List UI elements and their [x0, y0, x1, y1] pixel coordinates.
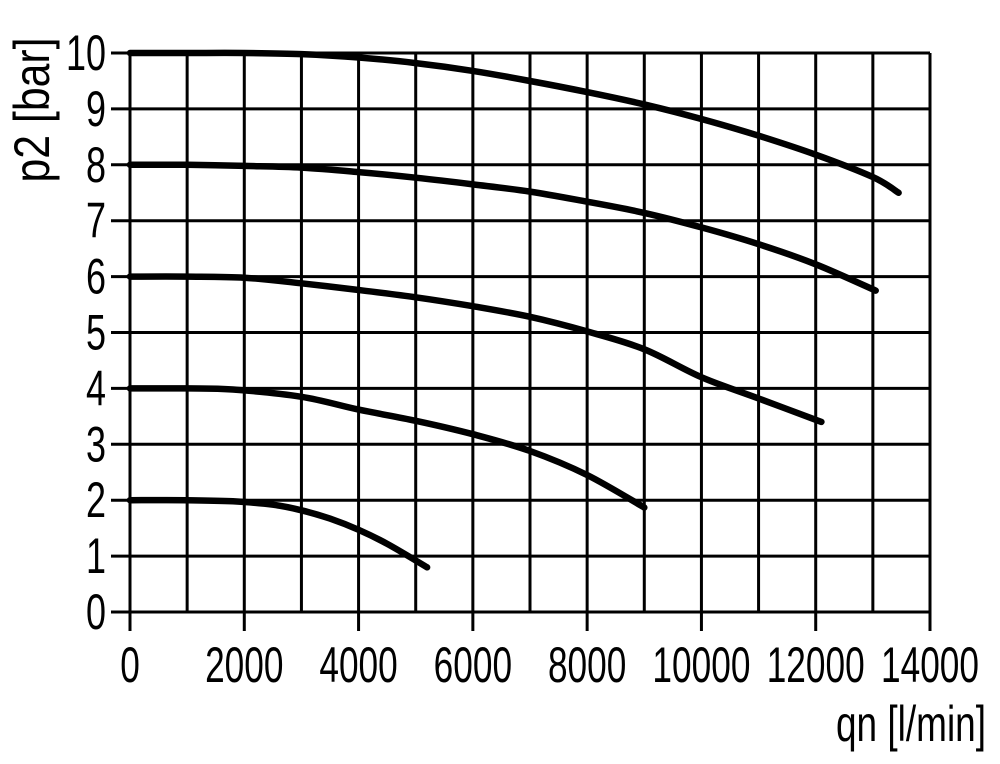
- y-tick-label: 5: [86, 305, 106, 361]
- x-axis-title: qn [l/min]: [836, 696, 986, 752]
- y-tick-label: 9: [86, 81, 106, 137]
- y-axis-title: p2 [bar]: [4, 38, 60, 183]
- flow-curve-p2-2: [126, 496, 431, 571]
- x-tick-label: 6000: [434, 637, 512, 693]
- x-tick-label: 0: [120, 637, 140, 693]
- y-tick-label: 7: [86, 193, 106, 249]
- y-tick-label: 4: [86, 360, 106, 416]
- x-tick-label: 8000: [548, 637, 626, 693]
- flow-curve-p2-10: [126, 49, 902, 197]
- axis-ticks: [111, 51, 932, 631]
- x-tick-label: 2000: [205, 637, 283, 693]
- y-tick-label: 3: [86, 416, 106, 472]
- flow-curve-p2-4: [126, 385, 648, 511]
- flow-curves: [126, 49, 902, 571]
- flow-curve-p2-6: [126, 273, 825, 426]
- x-tick-label: 10000: [652, 637, 750, 693]
- x-tick-label: 4000: [319, 637, 397, 693]
- y-tick-label: 0: [86, 584, 106, 640]
- flow-curve-p2-8: [126, 161, 879, 294]
- y-tick-label: 6: [86, 249, 106, 305]
- y-tick-label: 10: [66, 25, 106, 81]
- y-tick-label: 8: [86, 137, 106, 193]
- y-tick-label: 2: [86, 472, 106, 528]
- y-tick-label: 1: [86, 528, 106, 584]
- x-tick-label: 14000: [881, 637, 979, 693]
- grid: [128, 51, 932, 614]
- x-tick-label: 12000: [767, 637, 865, 693]
